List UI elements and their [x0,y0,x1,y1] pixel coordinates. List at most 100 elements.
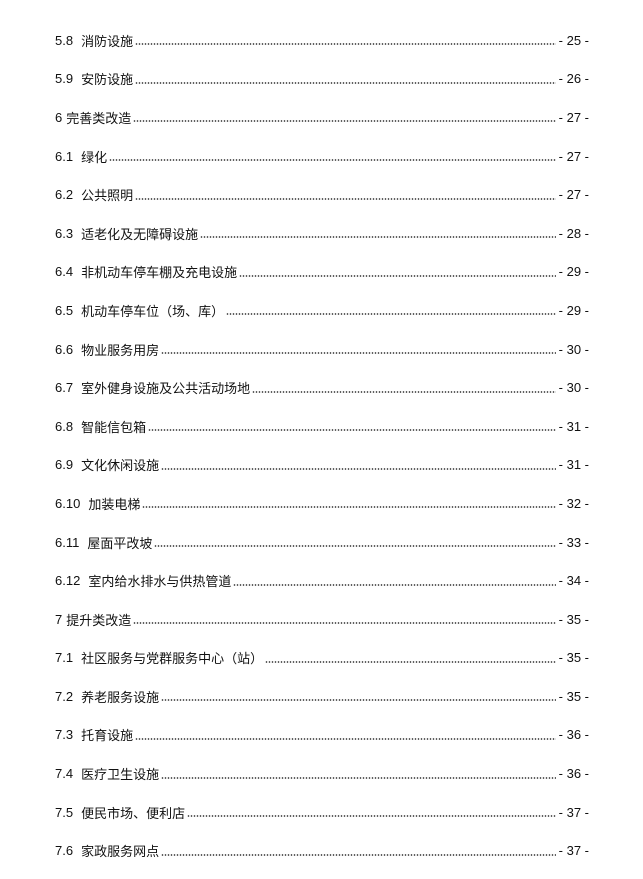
toc-entry[interactable]: 6 完善类改造 - 27 - [55,98,589,137]
toc-entry-number: 6.12 [55,573,81,589]
toc-entry-page: - 34 - [558,573,589,589]
toc-entry-title: 完善类改造 [66,110,132,126]
toc-entry-title: 托育设施 [81,728,134,744]
toc-entry-title: 室内给水排水与供热管道 [88,574,232,590]
dot-leader [148,429,556,432]
toc-entry-title: 医疗卫生设施 [81,767,160,783]
dot-leader [109,159,556,162]
toc-entry-title: 智能信包箱 [81,419,147,435]
toc-entry-page: - 30 - [558,380,589,396]
toc-entry-page: - 37 - [558,843,589,859]
dot-leader [161,853,556,856]
dot-leader [161,776,556,779]
toc-entry-title: 安防设施 [81,72,134,88]
dot-leader [187,815,556,818]
toc-entry-title: 室外健身设施及公共活动场地 [81,381,251,397]
toc-entry-number: 5.9 [55,71,74,87]
toc-entry-page: - 27 - [558,187,589,203]
toc-entry-number: 6.3 [55,225,74,241]
toc-entry-number: 6 [55,109,63,125]
toc-entry-page: - 28 - [558,225,589,241]
dot-leader [154,545,556,548]
toc-entry-page: - 30 - [558,341,589,357]
dot-leader [265,660,556,663]
toc-entry-number: 7.4 [55,766,74,782]
toc-entry-page: - 35 - [558,688,589,704]
dot-leader [135,81,556,84]
toc-entry-number: 6.11 [55,534,80,550]
toc-entry-number: 6.5 [55,302,74,318]
toc-entry[interactable]: 6.10 加装电梯 - 32 - [55,484,589,523]
toc-entry-title: 屋面平改坡 [87,535,153,551]
toc-entry-title: 社区服务与党群服务中心（站） [81,651,264,667]
toc-entry-page: - 32 - [558,495,589,511]
toc-entry-title: 家政服务网点 [81,844,160,860]
toc-entry[interactable]: 6.7 室外健身设施及公共活动场地 - 30 - [55,368,589,407]
toc-entry-page: - 33 - [558,534,589,550]
toc-entry[interactable]: 7 提升类改造 - 35 - [55,600,589,639]
toc-entry[interactable]: 5.8 消防设施 - 25 - [55,21,589,60]
toc-entry-number: 5.8 [55,32,74,48]
dot-leader [161,467,556,470]
toc-entry[interactable]: 7.2 养老服务设施 - 35 - [55,677,589,716]
toc-entry-number: 7.5 [55,804,74,820]
toc-entry[interactable]: 6.5 机动车停车位（场、库） - 29 - [55,291,589,330]
toc-entry[interactable]: 7.1 社区服务与党群服务中心（站） - 35 - [55,639,589,678]
toc-entry-title: 绿化 [81,149,108,165]
dot-leader [133,622,556,625]
toc-entry-page: - 26 - [558,71,589,87]
toc-entry[interactable]: 6.9 文化休闲设施 - 31 - [55,446,589,485]
toc-entry-title: 消防设施 [81,33,134,49]
toc-entry[interactable]: 6.11 屋面平改坡 - 33 - [55,523,589,562]
toc-entry-page: - 27 - [558,109,589,125]
toc-entry-number: 7.2 [55,688,74,704]
toc-entry-number: 6.2 [55,187,74,203]
toc-entry[interactable]: 6.3 适老化及无障碍设施 - 28 - [55,214,589,253]
dot-leader [142,506,556,509]
toc-entry[interactable]: 5.9 安防设施 - 26 - [55,60,589,99]
toc-entry-page: - 37 - [558,804,589,820]
toc-entry[interactable]: 6.12 室内给水排水与供热管道 - 34 - [55,561,589,600]
toc-entry-title: 加装电梯 [88,496,141,512]
toc-entry-title: 提升类改造 [66,612,132,628]
toc-entry-title: 适老化及无障碍设施 [81,226,199,242]
dot-leader [252,390,556,393]
toc-entry-title: 文化休闲设施 [81,458,160,474]
toc-entry-page: - 29 - [558,264,589,280]
dot-leader [135,197,556,200]
toc-entry-number: 6.1 [55,148,74,164]
toc-entry-title: 公共照明 [81,188,134,204]
toc-entry-page: - 31 - [558,418,589,434]
toc-entry-number: 6.6 [55,341,74,357]
toc-entry-number: 7.1 [55,650,74,666]
toc-entry[interactable]: 7.5 便民市场、便利店 - 37 - [55,793,589,832]
dot-leader [233,583,556,586]
toc-entry-page: - 35 - [558,611,589,627]
toc-entry-page: - 36 - [558,727,589,743]
toc-entry[interactable]: 6.4 非机动车停车棚及充电设施 - 29 - [55,253,589,292]
toc-entry-number: 6.9 [55,457,74,473]
toc-entry-title: 便民市场、便利店 [81,805,186,821]
toc-entry[interactable]: 7.6 家政服务网点 - 37 - [55,831,589,870]
toc-entry-title: 机动车停车位（场、库） [81,303,225,319]
toc-entry-number: 6.7 [55,380,74,396]
toc-entry-page: - 35 - [558,650,589,666]
toc-entry-page: - 29 - [558,302,589,318]
toc-entry[interactable]: 7.4 医疗卫生设施 - 36 - [55,754,589,793]
toc-entry[interactable]: 6.1 绿化 - 27 - [55,137,589,176]
toc-entry[interactable]: 6.8 智能信包箱 - 31 - [55,407,589,446]
toc-entry-title: 养老服务设施 [81,689,160,705]
toc-entry[interactable]: 7.3 托育设施 - 36 - [55,716,589,755]
dot-leader [135,43,556,46]
toc-entry[interactable]: 6.2 公共照明 - 27 - [55,175,589,214]
dot-leader [239,274,556,277]
toc-entry-title: 非机动车停车棚及充电设施 [81,265,238,281]
toc-entry-number: 6.8 [55,418,74,434]
toc-entry-number: 7 [55,611,63,627]
toc-entry-title: 物业服务用房 [81,342,160,358]
toc-entry-number: 6.10 [55,495,81,511]
toc-entry-number: 6.4 [55,264,74,280]
toc-entry[interactable]: 6.6 物业服务用房 - 30 - [55,330,589,369]
table-of-contents: 5.8 消防设施 - 25 -5.9 安防设施 - 26 -6 完善类改造 - 27 -6.… [55,21,589,870]
dot-leader [161,699,556,702]
